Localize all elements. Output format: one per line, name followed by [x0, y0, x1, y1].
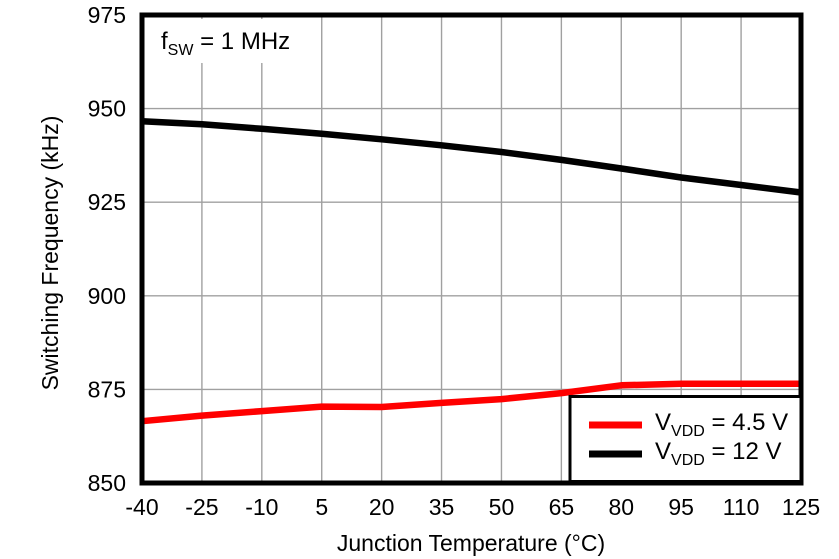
x-tick-label: -40 — [125, 494, 158, 520]
plot-frame — [139, 12, 804, 486]
y-tick-label: 975 — [88, 2, 126, 28]
legend-box — [568, 395, 803, 483]
x-tick-label: 35 — [429, 494, 455, 520]
y-tick-label: 950 — [88, 96, 126, 122]
x-tick-label: 20 — [369, 494, 395, 520]
x-tick-label: 5 — [315, 494, 328, 520]
x-tick-label: 80 — [608, 494, 634, 520]
x-tick-label: -25 — [185, 494, 218, 520]
series-line-vvdd-12-v — [141, 118, 802, 196]
y-tick-label: 900 — [88, 283, 126, 309]
annotation-background — [148, 19, 318, 63]
x-tick-label: 125 — [782, 494, 820, 520]
x-tick-label: 65 — [549, 494, 575, 520]
legend: VVDD = 4.5 V VVDD = 12 V — [568, 395, 803, 483]
legend-label-vdd-12: VVDD = 12 V — [655, 438, 782, 469]
x-tick-label: 50 — [489, 494, 515, 520]
y-axis-label: Switching Frequency (kHz) — [37, 116, 63, 391]
y-tick-label: 850 — [88, 470, 126, 496]
x-tick-label: -10 — [245, 494, 278, 520]
tick-labels: -40 -25 -10 5 20 35 50 65 80 95 110 125 850 875 900 925… — [88, 2, 821, 520]
legend-label-vdd-4v5: VVDD = 4.5 V — [655, 409, 788, 440]
series-lines — [141, 118, 802, 425]
annotation-fsw: fSW = 1 MHz — [161, 28, 290, 59]
gridlines — [142, 15, 801, 483]
x-axis-label: Junction Temperature (°C) — [337, 530, 605, 556]
y-tick-label: 875 — [88, 376, 126, 402]
series-line-vvdd-4.5-v — [141, 380, 801, 425]
x-tick-label: 95 — [668, 494, 694, 520]
y-tick-label: 925 — [88, 189, 126, 215]
x-tick-label: 110 — [723, 494, 760, 520]
